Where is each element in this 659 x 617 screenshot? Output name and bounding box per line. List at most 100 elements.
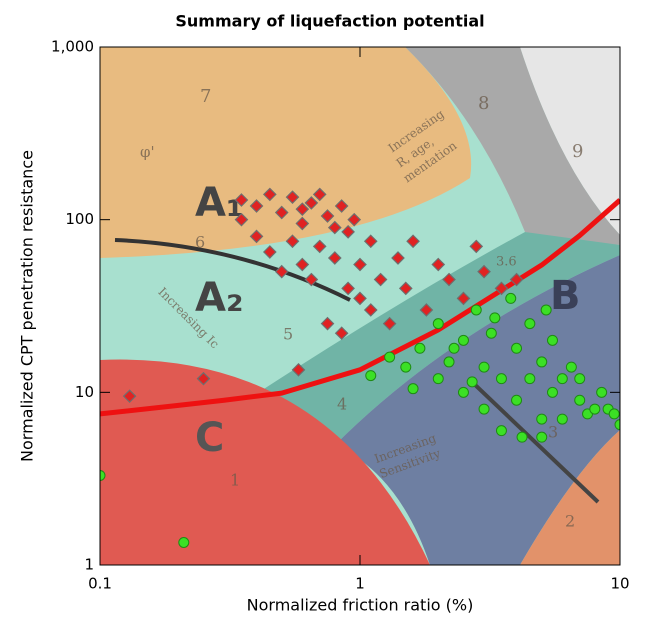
zone-label: 2: [565, 512, 575, 531]
point: [556, 373, 568, 385]
point: [574, 373, 586, 385]
zone-label: 5: [283, 325, 293, 344]
point: [431, 257, 446, 272]
zone-letter: A₁: [195, 180, 243, 226]
point: [432, 373, 444, 385]
point: [304, 272, 319, 287]
point: [249, 229, 264, 244]
point: [274, 264, 289, 279]
zone-letter: A₂: [195, 275, 243, 321]
point: [334, 199, 349, 213]
y-tick-label: 1,000: [51, 38, 94, 56]
background-zones: [100, 47, 620, 565]
point: [320, 316, 335, 331]
point: [614, 419, 620, 431]
point: [285, 190, 300, 205]
point: [400, 361, 412, 373]
point: [341, 225, 355, 239]
point: [540, 304, 552, 316]
point: [489, 312, 501, 324]
point: [511, 342, 523, 354]
point: [509, 272, 524, 287]
point: [327, 251, 342, 265]
boundary-line: [100, 198, 620, 417]
point: [304, 196, 319, 210]
x-tick-label: 0.1: [88, 575, 112, 593]
x-tick-label: 10: [610, 575, 629, 593]
point: [536, 356, 548, 368]
point: [546, 334, 558, 346]
point: [234, 193, 249, 207]
point: [414, 342, 426, 354]
point: [347, 212, 362, 227]
point: [262, 245, 277, 259]
zone-label: 7: [200, 86, 211, 107]
point: [291, 362, 306, 377]
point: [442, 272, 456, 287]
point: [327, 220, 342, 235]
point: [495, 373, 507, 385]
point: [249, 199, 264, 213]
point: [234, 212, 249, 227]
point: [406, 234, 420, 249]
point: [262, 187, 277, 202]
zone-note: φ': [140, 143, 155, 161]
point: [466, 376, 478, 388]
point: [589, 403, 601, 415]
point: [516, 431, 528, 443]
point: [341, 281, 355, 296]
zone-label: 6: [195, 233, 205, 252]
point: [373, 272, 388, 287]
point: [448, 342, 460, 354]
zone-letter: C: [195, 415, 224, 461]
point: [312, 239, 327, 254]
point: [556, 413, 568, 425]
y-tick-label: 1: [84, 556, 94, 574]
x-tick-label: 1: [355, 575, 365, 593]
point: [546, 386, 558, 398]
point: [456, 291, 471, 306]
point: [495, 425, 507, 437]
point: [478, 403, 490, 415]
point: [407, 383, 419, 395]
point: [295, 257, 310, 272]
point: [353, 291, 367, 306]
point: [353, 257, 367, 272]
point: [494, 281, 509, 296]
zone-label: 1: [230, 471, 240, 490]
point: [524, 318, 536, 330]
point: [536, 413, 548, 425]
point: [470, 304, 482, 316]
y-tick-label: 100: [65, 210, 94, 228]
point: [363, 303, 378, 317]
point: [382, 316, 397, 331]
chart-title: Summary of liquefaction potential: [175, 12, 484, 31]
point: [122, 389, 137, 404]
point: [565, 361, 577, 373]
y-tick-label: 10: [75, 383, 94, 401]
point: [477, 264, 491, 279]
point: [363, 234, 378, 249]
point: [365, 370, 377, 382]
x-axis-label: Normalized friction ratio (%): [247, 596, 474, 615]
point: [457, 334, 469, 346]
y-axis-label: Normalized CPT penetration resistance: [18, 150, 37, 462]
point: [295, 216, 310, 231]
point: [524, 373, 536, 385]
point: [274, 205, 289, 220]
point: [469, 239, 484, 254]
data-layer: [100, 187, 620, 548]
point: [432, 318, 444, 330]
point: [505, 292, 517, 304]
point: [536, 431, 548, 443]
zone-letter: B: [550, 273, 581, 319]
point: [419, 303, 434, 317]
point: [596, 386, 608, 398]
point: [457, 386, 469, 398]
point: [312, 187, 327, 202]
point: [608, 408, 620, 420]
zone-label: 3: [548, 423, 558, 442]
point: [178, 536, 190, 548]
point: [485, 327, 497, 339]
